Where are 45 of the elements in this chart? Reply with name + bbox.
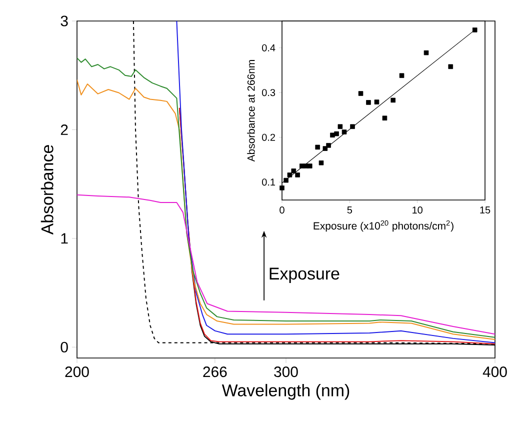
y-axis-title: Absorbance at 266nm	[247, 60, 255, 162]
point	[390, 98, 396, 103]
x-tick-label: 266	[203, 366, 227, 378]
point	[330, 132, 335, 138]
x-tick-label: 200	[65, 366, 89, 378]
line-series	[77, 194, 496, 335]
point	[295, 172, 300, 178]
point	[382, 116, 388, 120]
x-tick-label: 400	[482, 366, 507, 378]
y-tick-label: 0.3	[262, 89, 276, 96]
point	[338, 124, 343, 129]
point	[472, 28, 478, 32]
point	[374, 100, 380, 104]
x-tick-label: 5	[347, 206, 352, 214]
point	[334, 131, 339, 136]
point	[291, 168, 296, 174]
point	[424, 50, 429, 56]
point	[284, 178, 288, 183]
y-tick-label: 0	[60, 342, 68, 352]
point	[315, 144, 320, 150]
point	[358, 91, 364, 96]
point	[326, 143, 331, 148]
annotation: Exposure	[270, 268, 340, 283]
y-tick-label: 0.2	[262, 134, 275, 141]
x-tick-label: 0	[280, 206, 284, 214]
point	[366, 100, 371, 105]
point	[307, 164, 312, 168]
point	[448, 64, 454, 70]
point	[399, 73, 404, 78]
y-tick-label: 3	[60, 16, 68, 26]
x-tick-label: 10	[412, 206, 422, 214]
y-tick-label: 1	[61, 233, 68, 244]
y-tick-label: 0.4	[262, 44, 276, 52]
x-tick-label: 15	[480, 206, 490, 214]
x-tick-label: 300	[274, 366, 298, 378]
y-tick-label: 0.1	[262, 178, 276, 186]
x-axis-title: Exposure (x10$^{20}$ photons/cm$^{2}$)	[314, 220, 454, 232]
point	[318, 160, 324, 166]
point	[280, 186, 284, 190]
x-axis-title: Wavelength (nm)	[222, 384, 350, 400]
y-axis-title: Absorbance	[40, 145, 54, 235]
point	[350, 124, 355, 129]
point	[287, 172, 292, 178]
point	[342, 130, 347, 134]
y-tick-label: 2	[60, 124, 68, 135]
